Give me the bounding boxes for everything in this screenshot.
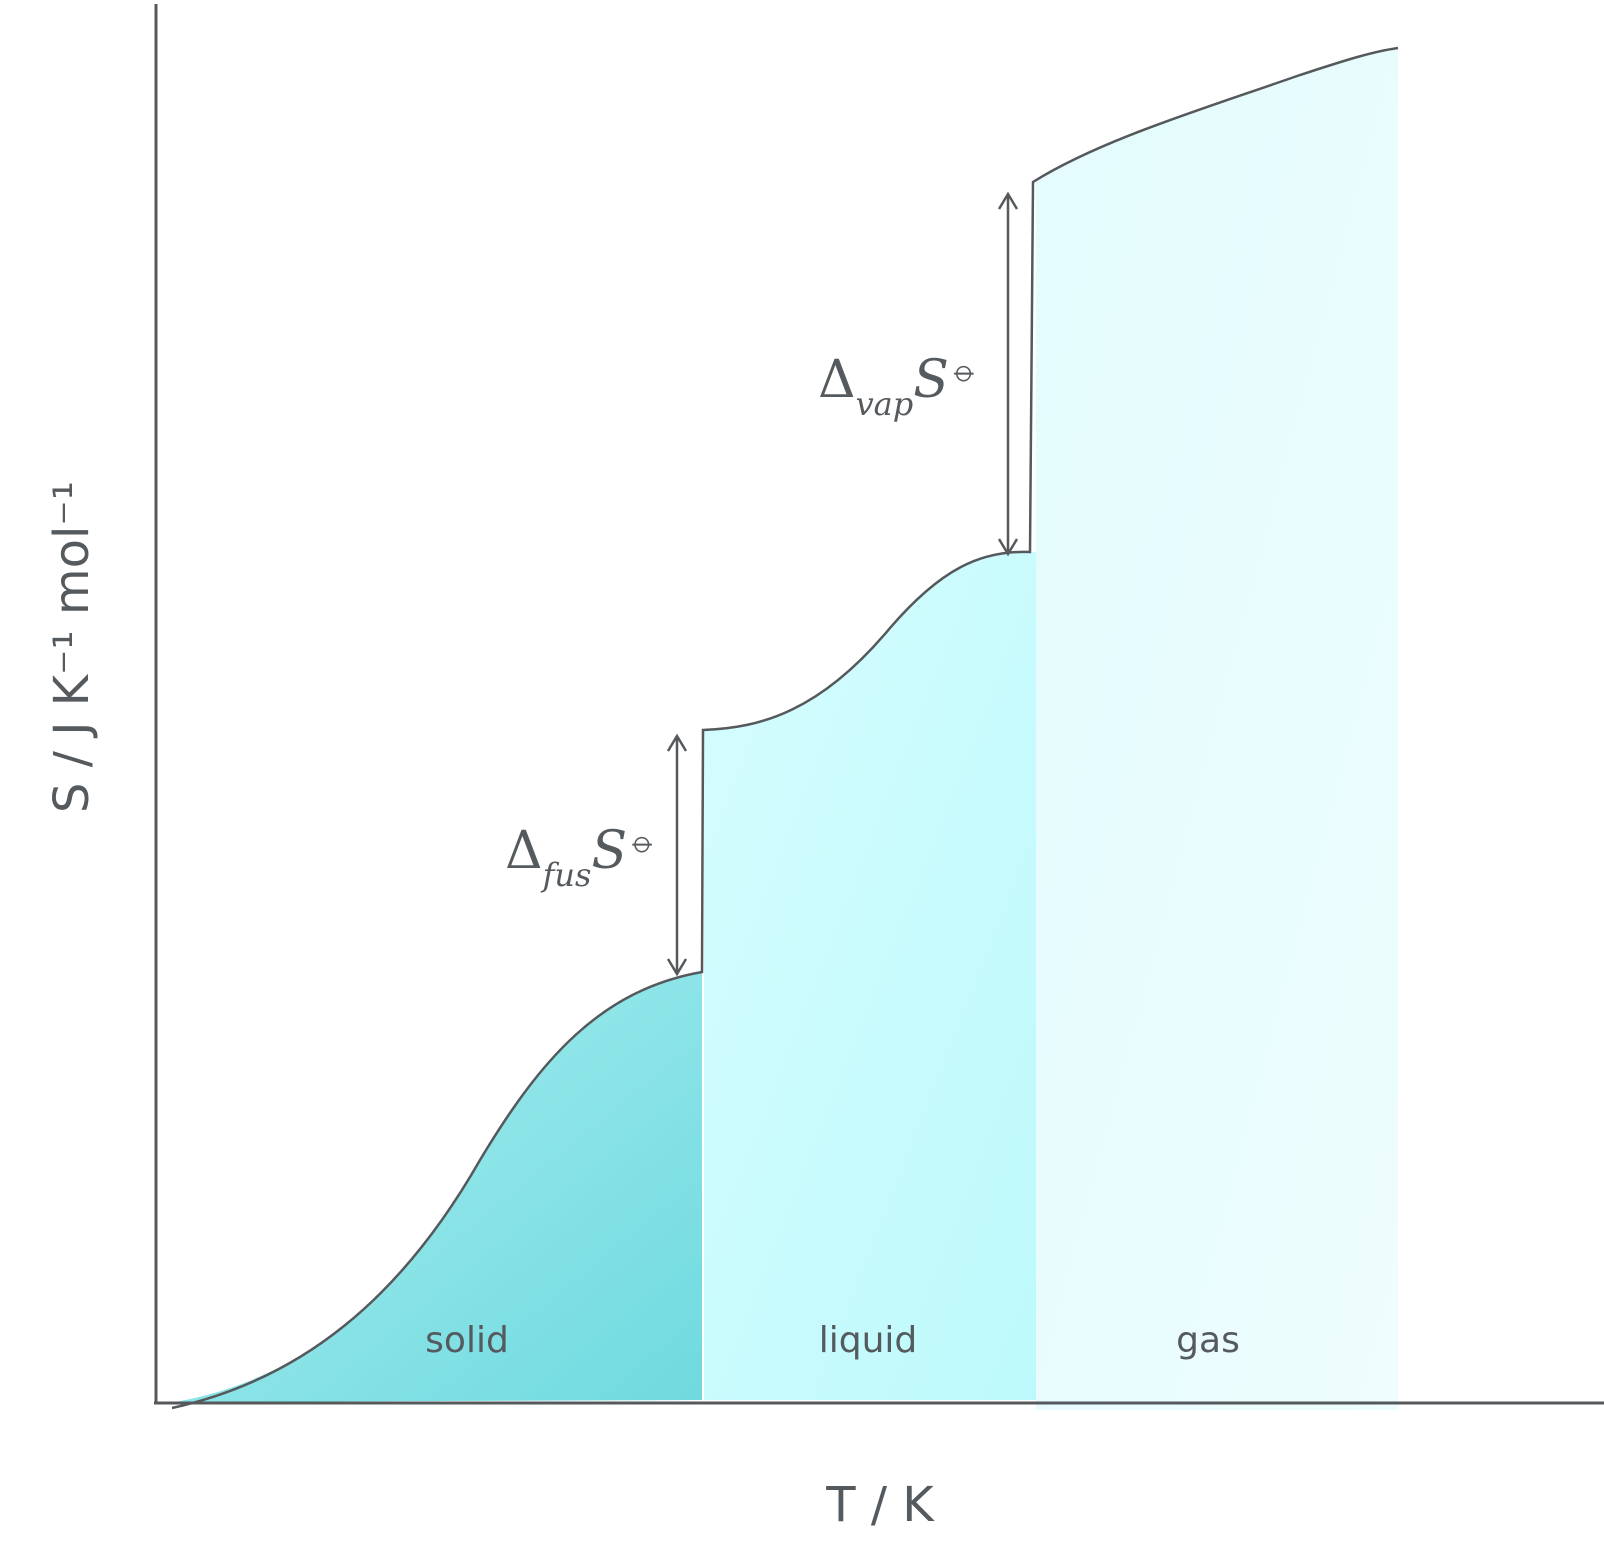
liquid-region (704, 551, 1036, 1400)
x-axis-title: T / K (825, 1477, 935, 1533)
y-axis-title: S / J K⁻¹ mol⁻¹ (44, 481, 100, 813)
fusion-entropy-label: ΔfusS⦵ (505, 820, 657, 894)
gas-label: gas (1176, 1320, 1240, 1361)
gas-region (1036, 48, 1398, 1410)
solid-label: solid (425, 1320, 509, 1361)
liquid-label: liquid (819, 1320, 918, 1361)
solid-region (175, 972, 702, 1402)
entropy-curve (171, 46, 1399, 1410)
vaporisation-entropy-label: ΔvapS⦵ (818, 349, 979, 423)
vaporisation-arrow (997, 191, 1019, 557)
fusion-arrow (666, 733, 688, 977)
